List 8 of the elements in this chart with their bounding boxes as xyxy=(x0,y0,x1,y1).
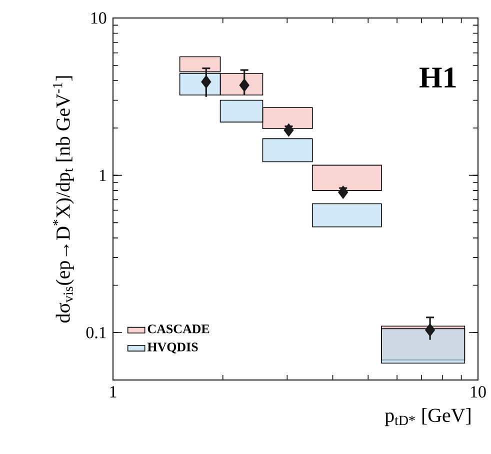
y-tick-label: 0.1 xyxy=(86,326,106,338)
legend-label: CASCADE xyxy=(148,324,210,334)
text: dσ$_{vis}$(ep→D$^{*}$X)/dp$_{t}$ [nb GeV$^{-1}$] xyxy=(52,76,74,323)
legend-label: HVQDIS xyxy=(147,342,198,354)
y-tick-label: 10 xyxy=(91,12,106,24)
x-axis-title: p$_{tD*}$ [GeV] xyxy=(384,408,470,426)
y-tick-label: 1 xyxy=(100,170,106,181)
annotation: H1 xyxy=(420,68,456,88)
